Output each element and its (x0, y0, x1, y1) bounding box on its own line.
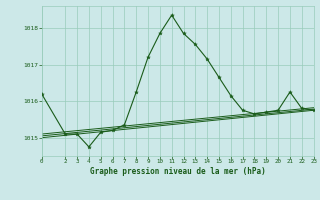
X-axis label: Graphe pression niveau de la mer (hPa): Graphe pression niveau de la mer (hPa) (90, 167, 266, 176)
